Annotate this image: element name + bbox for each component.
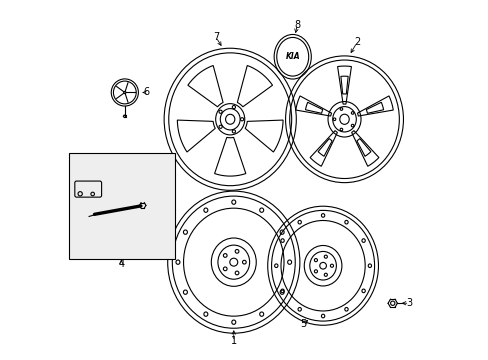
Text: 7: 7 [212, 32, 219, 42]
Text: 6: 6 [143, 87, 149, 98]
Text: 3: 3 [406, 298, 412, 308]
Text: KIA: KIA [285, 52, 300, 61]
Bar [69, 153, 175, 258]
Text: 5: 5 [300, 319, 306, 329]
Text: 4: 4 [118, 259, 124, 269]
Text: 1: 1 [230, 337, 236, 346]
Text: 8: 8 [294, 19, 300, 30]
Text: 2: 2 [353, 37, 360, 48]
